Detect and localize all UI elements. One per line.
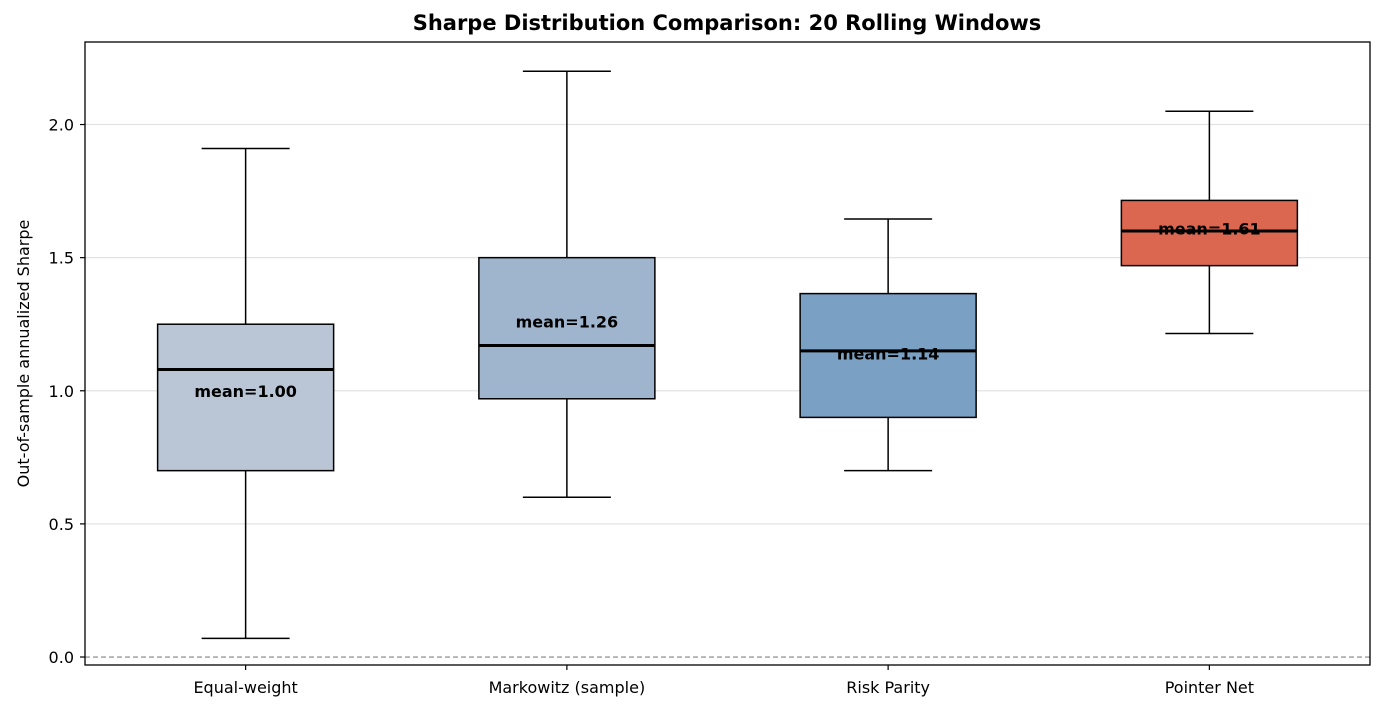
- box-iqr: [478, 256, 656, 400]
- y-axis-label: Out-of-sample annualized Sharpe: [14, 220, 33, 488]
- y-axis: 0.0 0.5 1.0 1.5 2.0: [49, 116, 85, 667]
- x-tick-label: Markowitz (sample): [489, 678, 646, 697]
- box-iqr: [799, 292, 977, 419]
- y-tick-label: 1.0: [49, 382, 74, 401]
- x-tick-label: Equal-weight: [193, 678, 297, 697]
- chart-title: Sharpe Distribution Comparison: 20 Rolli…: [413, 11, 1042, 35]
- box-group: mean=1.61: [1120, 110, 1299, 335]
- box-group: mean=1.14: [799, 218, 977, 472]
- y-tick-label: 0.5: [49, 515, 74, 534]
- box-iqr: [1120, 199, 1299, 267]
- y-tick-label: 2.0: [49, 116, 74, 135]
- mean-label: mean=1.26: [516, 313, 619, 332]
- mean-label: mean=1.00: [194, 382, 297, 401]
- box-iqr: [156, 323, 335, 472]
- y-tick-label: 0.0: [49, 648, 74, 667]
- plot-frame: [84, 41, 1371, 666]
- y-tick-label: 1.5: [49, 249, 74, 268]
- mean-label: mean=1.61: [1158, 219, 1261, 238]
- x-axis: Equal-weight Markowitz (sample) Risk Parit…: [193, 665, 1254, 697]
- x-tick-label: Risk Parity: [846, 678, 930, 697]
- mean-label: mean=1.14: [837, 345, 940, 364]
- box-group: mean=1.00: [156, 147, 335, 640]
- x-tick-label: Pointer Net: [1165, 678, 1254, 697]
- box-plots: mean=1.00 mean=1.26 mean=1.14 mean=1.61: [156, 70, 1299, 640]
- box-group: mean=1.26: [478, 70, 656, 499]
